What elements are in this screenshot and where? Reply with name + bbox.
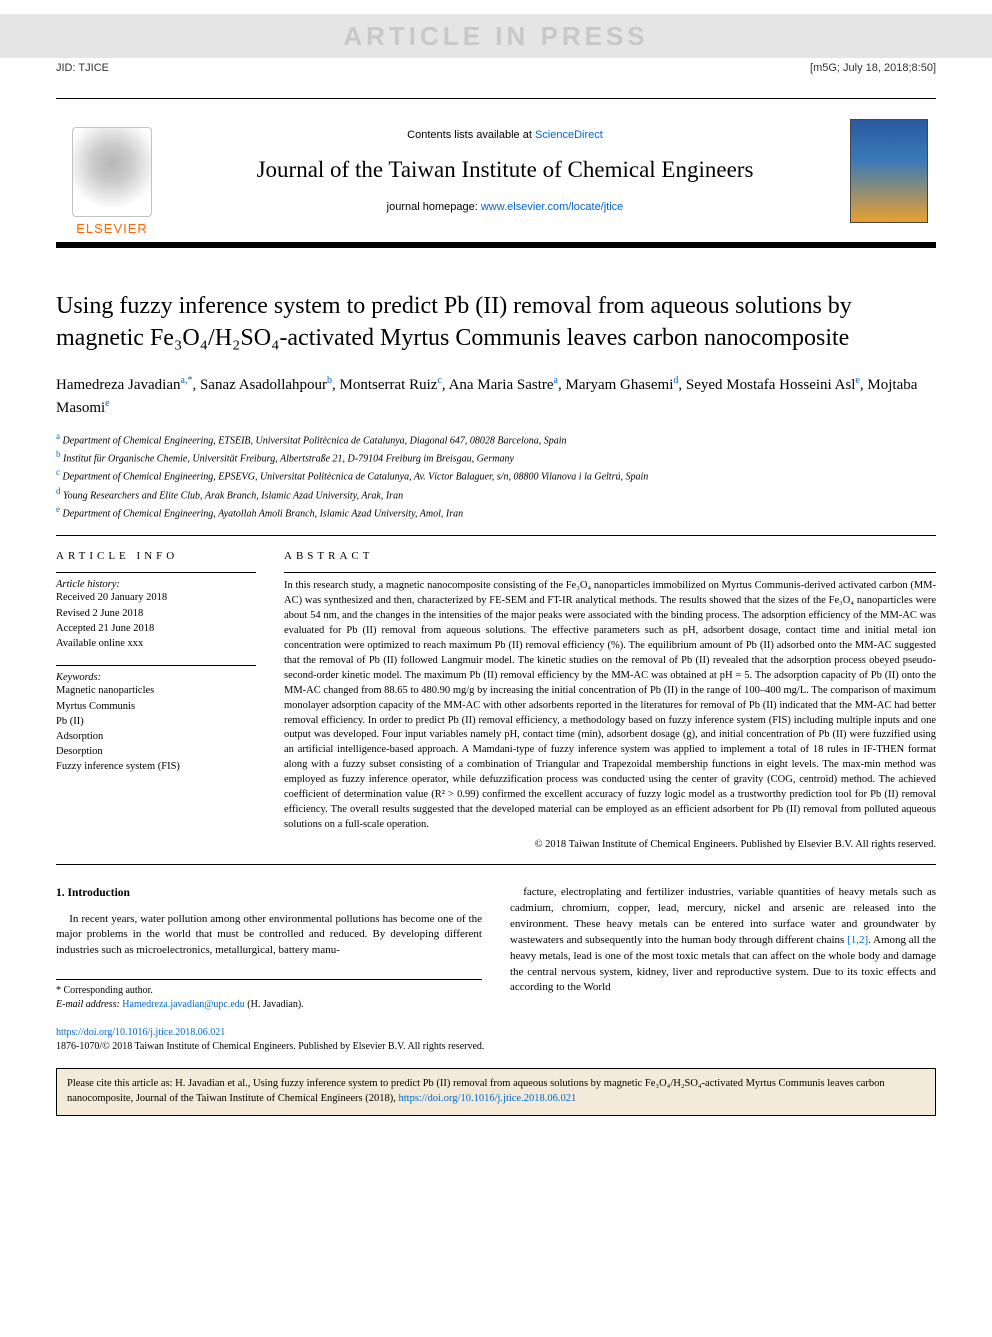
abstract-copyright: © 2018 Taiwan Institute of Chemical Engi…: [284, 839, 936, 850]
abstract-column: ABSTRACT In this research study, a magne…: [284, 550, 936, 849]
citation-link[interactable]: [1,2]: [847, 934, 868, 946]
citation-box: Please cite this article as: H. Javadian…: [56, 1068, 936, 1115]
homepage-prefix: journal homepage:: [387, 201, 481, 213]
masthead: ELSEVIER Contents lists available at Sci…: [56, 98, 936, 248]
footer: https://doi.org/10.1016/j.jtice.2018.06.…: [56, 1026, 936, 1054]
issn-copyright-line: 1876-1070/© 2018 Taiwan Institute of Che…: [56, 1040, 936, 1054]
watermark-banner: ARTICLE IN PRESS: [0, 14, 992, 58]
keywords-block: Keywords: Magnetic nanoparticlesMyrtus C…: [56, 665, 256, 774]
watermark-text: ARTICLE IN PRESS: [343, 21, 648, 52]
jid: JID: TJICE: [56, 62, 109, 74]
keyword-line: Magnetic nanoparticles: [56, 683, 256, 698]
keyword-line: Adsorption: [56, 729, 256, 744]
header-meta: JID: TJICE [m5G; July 18, 2018;8:50]: [0, 62, 992, 74]
intro-heading: 1. Introduction: [56, 885, 482, 902]
body-columns: 1. Introduction In recent years, water p…: [56, 885, 936, 1012]
article-info-column: ARTICLE INFO Article history: Received 2…: [56, 550, 256, 849]
keyword-line: Pb (II): [56, 714, 256, 729]
journal-name: Journal of the Taiwan Institute of Chemi…: [172, 157, 838, 183]
divider: [56, 864, 936, 865]
sciencedirect-link[interactable]: ScienceDirect: [535, 129, 603, 141]
affiliations: a Department of Chemical Engineering, ET…: [56, 430, 936, 522]
article-info-heading: ARTICLE INFO: [56, 550, 256, 562]
article-title: Using fuzzy inference system to predict …: [56, 290, 936, 355]
history-label: Article history:: [56, 579, 256, 590]
intro-paragraph-left: In recent years, water pollution among o…: [56, 912, 482, 960]
email-label: E-mail address:: [56, 999, 122, 1010]
doi-link[interactable]: https://doi.org/10.1016/j.jtice.2018.06.…: [56, 1027, 225, 1038]
history-line: Revised 2 June 2018: [56, 606, 256, 621]
body-right-column: facture, electroplating and fertilizer i…: [510, 885, 936, 1012]
keywords-label: Keywords:: [56, 672, 256, 683]
info-abstract-row: ARTICLE INFO Article history: Received 2…: [56, 550, 936, 849]
contents-prefix: Contents lists available at: [407, 129, 535, 141]
history-line: Accepted 21 June 2018: [56, 621, 256, 636]
affiliation-line: c Department of Chemical Engineering, EP…: [56, 466, 936, 484]
abstract-text: In this research study, a magnetic nanoc…: [284, 572, 936, 832]
corresponding-author-block: * Corresponding author. E-mail address: …: [56, 979, 482, 1012]
affiliation-line: d Young Researchers and Elite Club, Arak…: [56, 485, 936, 503]
corr-label: * Corresponding author.: [56, 984, 482, 998]
homepage-link[interactable]: www.elsevier.com/locate/jtice: [481, 201, 623, 213]
elsevier-tree-icon: [72, 127, 152, 217]
homepage-line: journal homepage: www.elsevier.com/locat…: [172, 201, 838, 213]
journal-cover-thumbnail: [850, 119, 928, 223]
email-line: E-mail address: Hamedreza.javadian@upc.e…: [56, 998, 482, 1012]
history-line: Available online xxx: [56, 636, 256, 651]
intro-paragraph-right: facture, electroplating and fertilizer i…: [510, 885, 936, 997]
divider: [56, 535, 936, 536]
article-history-block: Article history: Received 20 January 201…: [56, 572, 256, 651]
masthead-center: Contents lists available at ScienceDirec…: [160, 129, 850, 213]
affiliation-line: a Department of Chemical Engineering, ET…: [56, 430, 936, 448]
email-suffix: (H. Javadian).: [245, 999, 304, 1010]
affiliation-line: b Institut für Organische Chemie, Univer…: [56, 448, 936, 466]
abstract-heading: ABSTRACT: [284, 550, 936, 562]
affiliation-line: e Department of Chemical Engineering, Ay…: [56, 503, 936, 521]
body-left-column: 1. Introduction In recent years, water p…: [56, 885, 482, 1012]
elsevier-logo: ELSEVIER: [64, 106, 160, 236]
header-timestamp: [m5G; July 18, 2018;8:50]: [810, 62, 936, 74]
author-email-link[interactable]: Hamedreza.javadian@upc.edu: [122, 999, 244, 1010]
authors: Hamedreza Javadiana,*, Sanaz Asadollahpo…: [56, 373, 936, 420]
history-line: Received 20 January 2018: [56, 590, 256, 605]
elsevier-name: ELSEVIER: [76, 221, 148, 236]
keyword-line: Desorption: [56, 744, 256, 759]
citebox-doi-link[interactable]: https://doi.org/10.1016/j.jtice.2018.06.…: [399, 1093, 577, 1104]
keyword-line: Myrtus Communis: [56, 699, 256, 714]
keyword-line: Fuzzy inference system (FIS): [56, 759, 256, 774]
contents-list-line: Contents lists available at ScienceDirec…: [172, 129, 838, 141]
article-front-matter: Using fuzzy inference system to predict …: [56, 290, 936, 865]
